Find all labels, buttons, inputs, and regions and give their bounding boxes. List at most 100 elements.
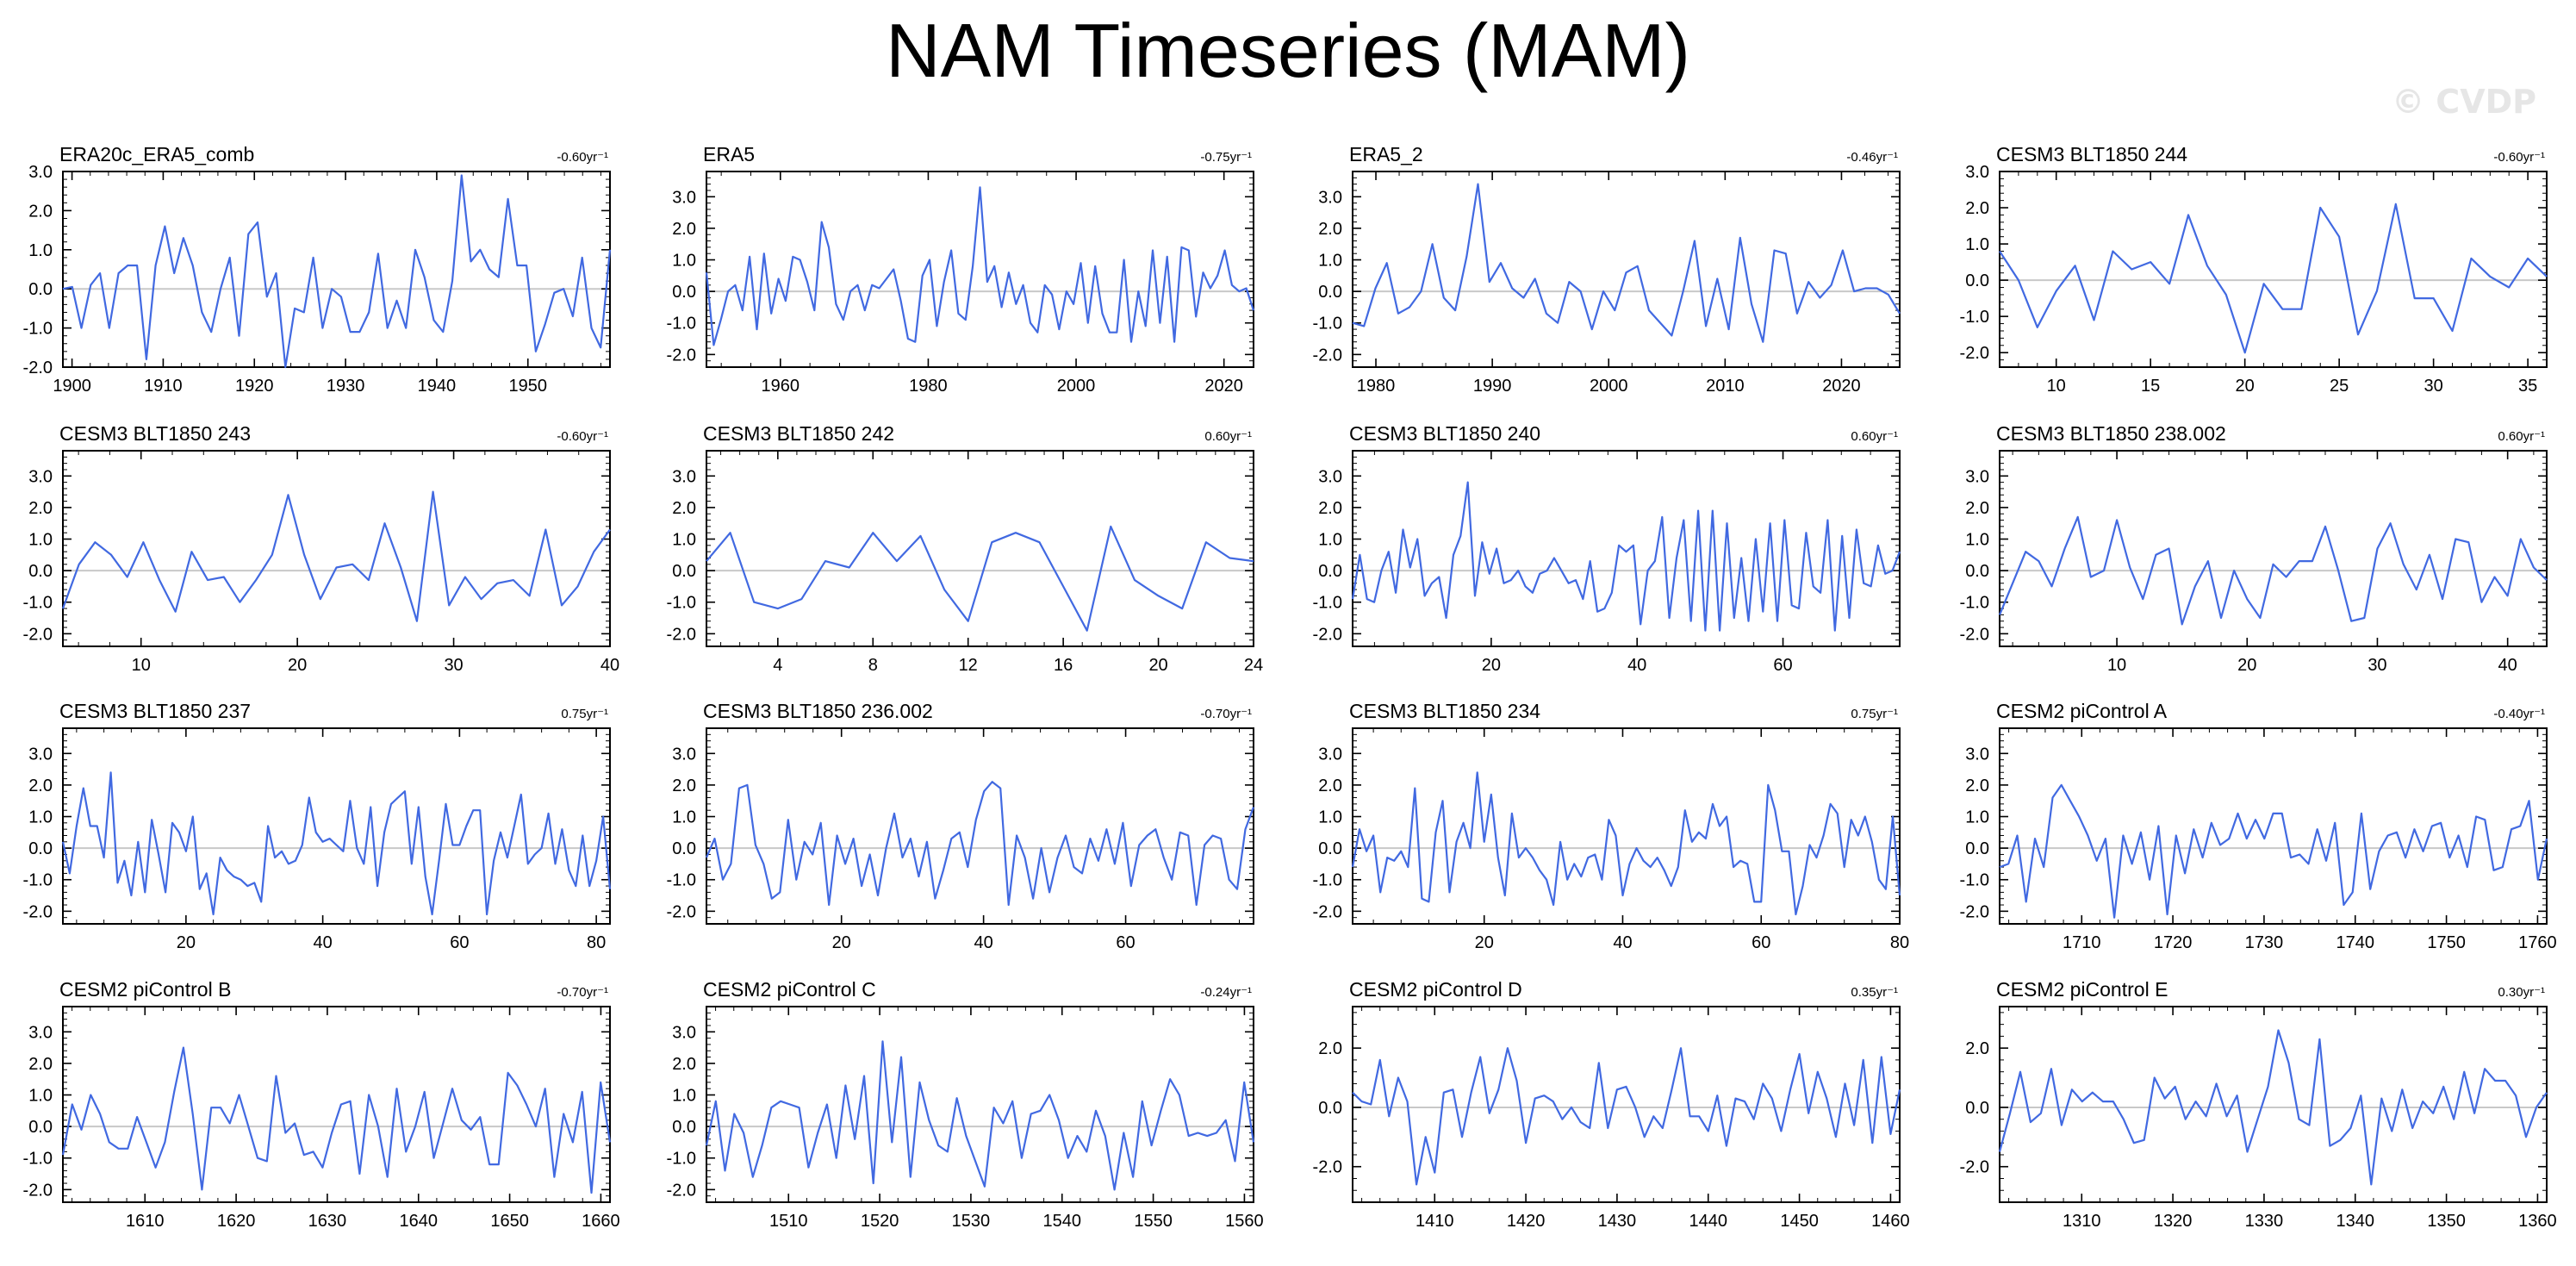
panel-title: CESM2 piControl C <box>703 978 876 1001</box>
y-tick-label: 1.0 <box>28 1087 53 1106</box>
x-tick-label: 40 <box>1627 656 1646 675</box>
panel-frame <box>62 171 611 368</box>
y-tick-label: -1.0 <box>1313 871 1342 890</box>
y-tick-label: 2.0 <box>672 220 696 239</box>
y-tick-label: 0.0 <box>672 562 696 581</box>
x-tick-label: 8 <box>868 656 878 675</box>
y-tick-label: -2.0 <box>1960 625 1989 644</box>
x-tick-label: 1640 <box>400 1212 439 1231</box>
x-tick-label: 40 <box>1613 933 1632 952</box>
x-tick-label: 1440 <box>1689 1212 1728 1231</box>
x-tick-label: 80 <box>587 933 606 952</box>
x-tick-label: 80 <box>1890 933 1909 952</box>
x-tick-label: 40 <box>600 656 619 675</box>
x-tick-label: 10 <box>2047 377 2066 396</box>
panel-title: ERA5 <box>703 143 755 165</box>
panel-trend: -0.60yr⁻¹ <box>557 150 608 165</box>
y-tick-label: 3.0 <box>28 163 53 182</box>
panel-trend: -0.24yr⁻¹ <box>1200 985 1252 1000</box>
y-tick-label: 2.0 <box>672 1055 696 1074</box>
x-tick-label: 20 <box>2236 377 2255 396</box>
y-tick-label: -2.0 <box>1313 346 1342 365</box>
y-tick-label: 2.0 <box>1318 776 1342 795</box>
panel-trend: -0.46yr⁻¹ <box>1846 150 1898 165</box>
x-tick-label: 1990 <box>1473 377 1512 396</box>
x-tick-label: 10 <box>2107 656 2126 675</box>
panel-trend: -0.40yr⁻¹ <box>2493 707 2545 721</box>
x-tick-label: 20 <box>1148 656 1167 675</box>
series-line <box>61 771 612 916</box>
y-tick-label: 3.0 <box>1965 745 1989 764</box>
panel-title: CESM2 piControl D <box>1349 978 1522 1001</box>
y-tick-label: 3.0 <box>672 467 696 486</box>
y-tick-label: 0.0 <box>1965 562 1989 581</box>
y-tick-label: -1.0 <box>667 315 696 334</box>
y-tick-label: 3.0 <box>672 1023 696 1042</box>
x-tick-label: 20 <box>288 656 307 675</box>
x-tick-label: 1740 <box>2336 933 2375 952</box>
y-tick-label: 3.0 <box>28 1023 53 1042</box>
y-tick-label: -2.0 <box>23 625 53 644</box>
x-tick-label: 1920 <box>235 377 274 396</box>
series-line <box>1999 203 2548 354</box>
panel-7: CESM3 BLT1850 240 0.60yr⁻¹ -2.0 -1.0 0.0 1.0 2… <box>1313 422 1901 675</box>
x-tick-label: 60 <box>450 933 469 952</box>
series-line <box>1999 783 2548 919</box>
series-line <box>705 781 1255 907</box>
x-tick-label: 1510 <box>769 1212 808 1231</box>
x-tick-label: 1630 <box>308 1212 347 1231</box>
y-tick-label: -1.0 <box>667 1150 696 1169</box>
x-tick-label: 20 <box>832 933 851 952</box>
panel-title: CESM2 piControl A <box>1996 700 2168 722</box>
panel-14: CESM2 piControl C -0.24yr⁻¹ -2.0 -1.0 0.0 1.0… <box>667 978 1264 1231</box>
y-tick-label: 1.0 <box>28 241 53 260</box>
x-tick-label: 12 <box>959 656 978 675</box>
y-tick-label: 1.0 <box>1318 808 1342 827</box>
panel-frame <box>62 727 611 925</box>
series-line <box>62 174 612 369</box>
y-tick-label: -2.0 <box>1960 344 1989 363</box>
y-tick-label: -1.0 <box>1960 308 1989 327</box>
x-tick-label: 20 <box>1475 933 1494 952</box>
y-tick-label: 2.0 <box>1965 776 1989 795</box>
x-tick-label: 1720 <box>2154 933 2193 952</box>
x-tick-label: 40 <box>974 933 992 952</box>
y-tick-label: 2.0 <box>1318 220 1342 239</box>
y-tick-label: -1.0 <box>23 594 53 613</box>
x-tick-label: 1620 <box>217 1212 256 1231</box>
y-tick-label: 1.0 <box>28 531 53 550</box>
panel-trend: 0.30yr⁻¹ <box>2498 985 2545 1000</box>
panel-trend: 0.60yr⁻¹ <box>1204 429 1252 444</box>
y-tick-label: 1.0 <box>672 252 696 271</box>
x-tick-label: 2000 <box>1590 377 1628 396</box>
y-tick-label: 1.0 <box>672 531 696 550</box>
x-tick-label: 15 <box>2141 377 2160 396</box>
y-tick-label: 0.0 <box>1318 1099 1342 1118</box>
y-tick-label: 1.0 <box>672 808 696 827</box>
x-tick-label: 1940 <box>418 377 457 396</box>
panel-trend: 0.60yr⁻¹ <box>1851 429 1898 444</box>
y-tick-label: 2.0 <box>1965 499 1989 518</box>
y-tick-label: 3.0 <box>1318 745 1342 764</box>
y-tick-label: -1.0 <box>1960 871 1989 890</box>
panel-title: ERA5_2 <box>1349 143 1423 165</box>
y-tick-label: 3.0 <box>1318 467 1342 486</box>
panel-title: CESM3 BLT1850 234 <box>1349 700 1540 722</box>
x-tick-label: 2020 <box>1204 377 1243 396</box>
x-tick-label: 1650 <box>490 1212 529 1231</box>
panel-9: CESM3 BLT1850 237 0.75yr⁻¹ -2.0 -1.0 0.0 1.0 2… <box>23 700 612 952</box>
x-tick-label: 30 <box>2424 377 2442 396</box>
y-tick-label: 2.0 <box>1965 199 1989 218</box>
series-line <box>1998 1029 2548 1186</box>
y-tick-label: -2.0 <box>23 359 53 377</box>
x-tick-label: 24 <box>1244 656 1263 675</box>
y-tick-label: 0.0 <box>1965 839 1989 858</box>
x-tick-label: 30 <box>2368 656 2386 675</box>
panel-8: CESM3 BLT1850 238.002 0.60yr⁻¹ -2.0 -1.0 0.0… <box>1960 422 2548 675</box>
y-tick-label: 0.0 <box>28 562 53 581</box>
series-line <box>1352 183 1901 343</box>
y-tick-label: -2.0 <box>23 902 53 921</box>
series-line <box>61 1046 612 1194</box>
y-tick-label: 1.0 <box>1965 235 1989 254</box>
panel-title: ERA20c_ERA5_comb <box>59 143 254 165</box>
